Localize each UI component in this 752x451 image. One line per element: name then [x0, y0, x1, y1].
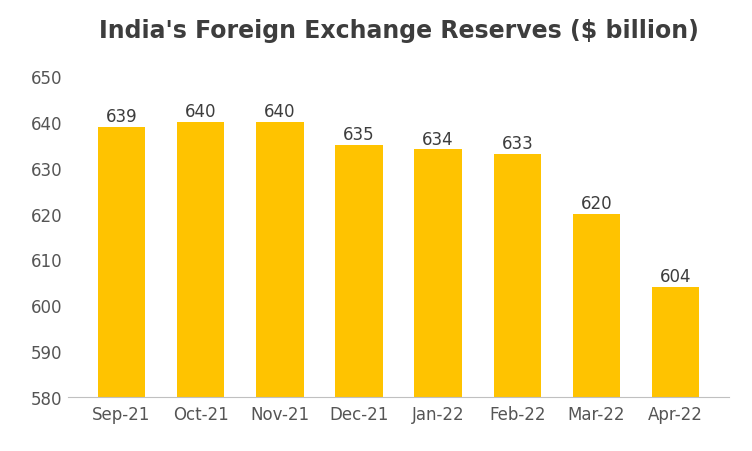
- Bar: [256, 123, 304, 451]
- Bar: [573, 214, 620, 451]
- Text: 639: 639: [106, 107, 138, 125]
- Bar: [98, 127, 145, 451]
- Text: 640: 640: [264, 103, 296, 121]
- Bar: [177, 123, 224, 451]
- Bar: [493, 155, 541, 451]
- Text: 633: 633: [502, 135, 533, 153]
- Text: 634: 634: [423, 130, 454, 148]
- Bar: [335, 146, 383, 451]
- Text: 635: 635: [343, 126, 374, 144]
- Text: 640: 640: [185, 103, 217, 121]
- Text: 620: 620: [581, 194, 612, 212]
- Title: India's Foreign Exchange Reserves ($ billion): India's Foreign Exchange Reserves ($ bil…: [99, 18, 699, 42]
- Bar: [414, 150, 462, 451]
- Text: 604: 604: [660, 267, 691, 285]
- Bar: [652, 287, 699, 451]
